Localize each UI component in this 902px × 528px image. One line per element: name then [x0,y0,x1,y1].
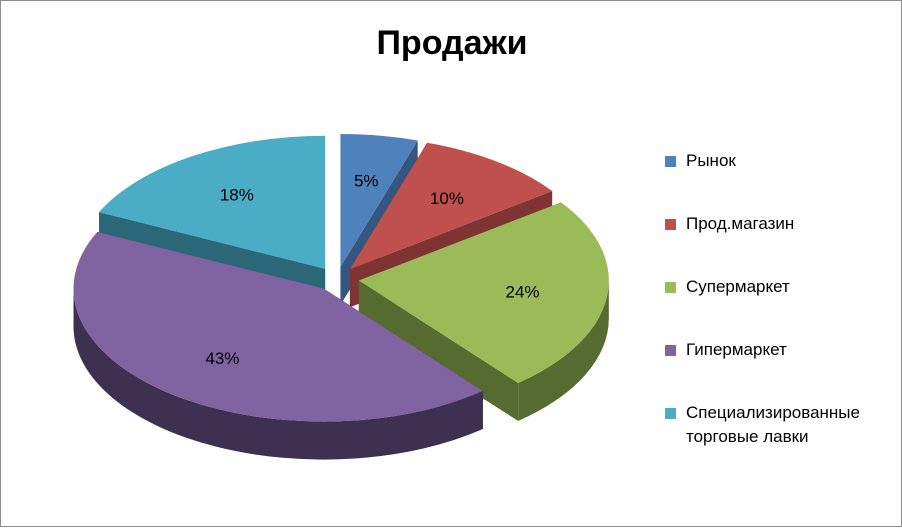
legend-label: Специализированные торговые лавки [686,403,860,446]
pie-slice-1 [340,134,418,268]
data-label: 43% [205,349,239,368]
pie-slice-side [73,288,483,460]
data-label: 10% [430,189,464,208]
data-label: 24% [506,283,540,302]
pie-slice-5 [99,135,326,269]
data-label: 18% [220,186,254,205]
legend-label: Супермаркет [686,277,790,296]
pie-slice-side [518,280,609,421]
pie-slice-2 [349,142,553,270]
pie-slice-wall [358,280,519,421]
pie-labels: 5% 10% 24% 43% 18% [205,171,539,368]
data-label: 5% [354,171,379,190]
legend-swatch [665,345,676,356]
chart-title: Продажи [376,24,528,62]
legend-swatch [665,156,676,167]
pie-slice-3 [358,202,609,383]
legend-swatch [665,408,676,419]
pie-slice-4 [73,231,483,422]
legend-label: Рынок [686,151,736,170]
legend-swatch [665,282,676,293]
legend-swatch [665,219,676,230]
legend-label: Прод.магазин [686,214,795,233]
legend-label: Гипермаркет [686,340,787,359]
pie-tops [73,134,609,422]
